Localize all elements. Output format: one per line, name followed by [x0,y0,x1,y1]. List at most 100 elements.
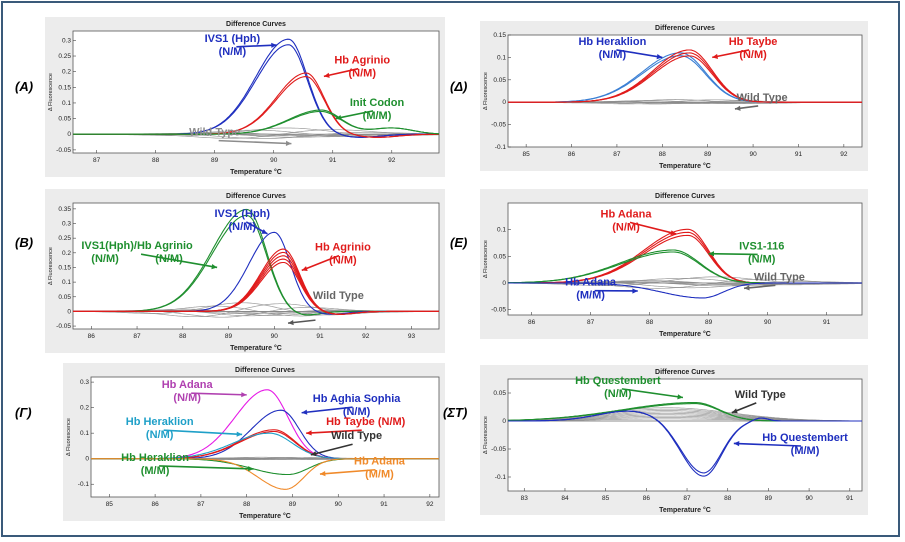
chart-panel-ST: Difference Curves Temperature °C Δ Fluores… [480,365,868,515]
series-hb-questembert-m-m-line [508,410,862,477]
annotation-label: (N/M) [146,429,174,441]
y-tick-label: 0.05 [493,390,506,397]
annotation-label: Hb Adana [601,208,653,220]
x-tick-label: 87 [197,501,205,508]
annotation-label: (N/M) [91,253,119,265]
annotation-arrow [306,429,362,434]
annotation-label: Hb Adana [565,277,617,289]
x-tick-label: 85 [106,501,114,508]
annotation-label: (N/M) [599,49,627,61]
y-tick-label: 0 [502,99,506,106]
x-tick-label: 88 [659,151,667,158]
annotation-arrow [310,443,353,456]
annotation-label: Init Codon [350,97,405,109]
annotation-arrowhead [261,229,268,234]
annotation-arrowhead [677,394,683,400]
chart-panel-Gamma: Difference Curves Temperature °C Δ Fluores… [63,363,445,521]
annotation-label: Wild Type [189,127,240,139]
chart-title: Difference Curves [226,21,286,28]
annotation-label: Hb Taybe (N/M) [326,416,406,428]
annotation-arrowhead [301,266,308,271]
x-axis-label: Temperature °C [239,512,291,520]
annotation-arrow [218,139,292,145]
x-tick-label: 89 [704,151,712,158]
x-tick-label: 89 [211,157,219,164]
annotation-label: (N/M) [173,392,201,404]
annotation-label: IVS1(Hph)/Hb Agrinio [81,240,193,252]
x-tick-label: 91 [846,495,854,502]
annotation-label: Hb Adana [354,456,406,468]
series-wild-type-line [508,277,862,286]
annotation-label: Hb Adana [162,379,214,391]
annotation-label: (N/M) [155,253,183,265]
annotation-arrowhead [731,408,738,414]
y-tick-label: 0.3 [80,379,89,386]
annotation-arrowhead [248,466,254,472]
annotation-label: (M/M) [791,445,820,457]
annotation-label: (N/M) [612,221,640,233]
x-tick-label: 86 [88,333,96,340]
annotation-arrow [301,254,340,272]
y-tick-label: 0.3 [62,37,71,44]
x-axis-label: Temperature °C [230,344,282,352]
chart-panel-B: Difference Curves Temperature °C Δ Fluores… [45,189,445,353]
y-tick-label: 0.25 [58,53,71,60]
annotation-arrowhead [335,115,342,121]
x-tick-label: 90 [805,495,813,502]
y-axis-label: Δ Fluorescence [483,72,489,110]
annotation-label: (M/M) [363,110,392,122]
x-axis-label: Temperature °C [659,506,711,514]
x-tick-label: 84 [561,495,569,502]
panel-label-E: (E) [450,235,468,250]
y-tick-label: 0 [67,308,71,315]
x-tick-label: 92 [362,333,370,340]
x-tick-label: 86 [643,495,651,502]
series-hb-adana-m-m-line [91,458,439,490]
x-tick-label: 89 [765,495,773,502]
plot-area [507,378,863,492]
annotation-arrow [191,392,247,396]
annotation-label: Hb Taybe [729,36,778,48]
annotation-arrow [712,49,750,59]
chart-panel-E: Difference Curves Temperature °C Δ Fluores… [480,189,868,339]
annotation-arrowhead [236,431,243,437]
plot-area [72,202,440,330]
chart-title: Difference Curves [226,193,286,200]
x-tick-label: 88 [243,501,251,508]
x-tick-label: 85 [602,495,610,502]
annotation-label: (M/M) [141,465,170,477]
x-tick-label: 83 [521,495,529,502]
y-tick-label: 0.1 [62,100,71,107]
plot-area [90,376,440,498]
annotation-arrowhead [301,409,308,415]
x-tick-label: 89 [225,333,233,340]
x-tick-label: 88 [179,333,187,340]
y-axis-label: Δ Fluorescence [48,73,54,111]
x-tick-label: 91 [380,501,388,508]
annotation-label: Wild Type [754,271,805,283]
annotation-arrowhead [306,430,312,436]
annotation-arrow [616,49,663,59]
annotation-arrowhead [744,285,750,291]
series-hb-adana-m-m-line [508,282,862,299]
annotation-label: (M/M) [576,290,605,302]
annotation-label: (N/M) [604,388,632,400]
y-tick-label: 0.15 [58,264,71,271]
x-tick-label: 90 [749,151,757,158]
series-hb-taybe-line [508,49,862,103]
annotation-arrow [629,221,677,235]
annotation-arrowhead [271,42,277,48]
chart-title: Difference Curves [655,25,715,32]
x-tick-label: 88 [646,319,654,326]
annotation-arrow [323,67,359,78]
annotation-arrow [301,406,353,414]
chart-panel-Delta: Difference Curves Temperature °C Δ Fluores… [480,21,868,171]
annotation-arrowhead [670,230,677,236]
y-tick-label: -0.05 [491,122,506,129]
annotation-arrow [621,388,684,399]
annotation-label: IVS1 (Hph) [205,33,261,45]
annotation-arrowhead [734,105,741,111]
annotation-arrow [733,442,802,447]
y-tick-label: 0.1 [80,430,89,437]
